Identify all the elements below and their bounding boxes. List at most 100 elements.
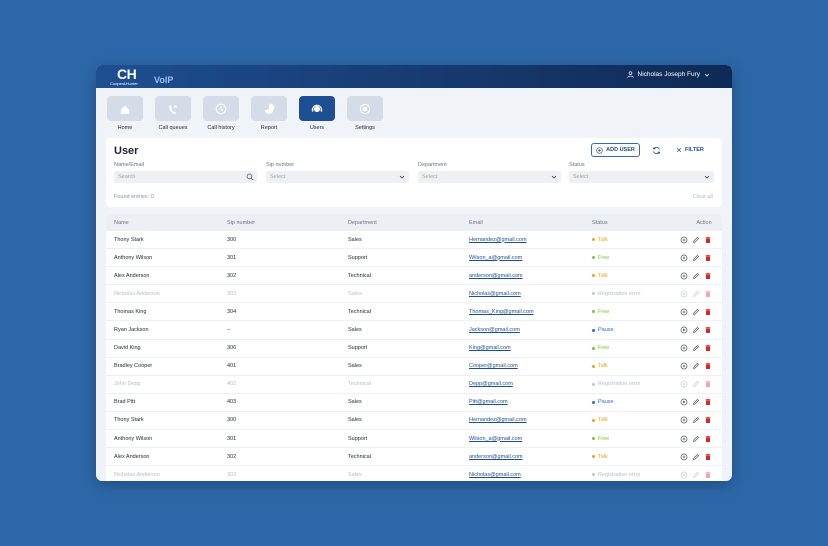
email-link[interactable]: anderson@gmail.com [469, 272, 523, 279]
user-menu[interactable]: Nicholas Joseph Fury [626, 71, 711, 78]
department-select[interactable]: Select [418, 171, 561, 183]
pause-icon[interactable] [680, 416, 688, 424]
nav-item-settings[interactable]: Settings [346, 96, 384, 138]
edit-icon[interactable] [692, 416, 700, 424]
pause-icon[interactable] [680, 272, 688, 280]
pause-icon[interactable] [680, 344, 688, 352]
status-text: Pause [598, 399, 614, 406]
pause-icon[interactable] [680, 254, 688, 262]
nav-tile[interactable] [347, 96, 383, 121]
sip-select[interactable]: Select [266, 171, 409, 183]
table-row[interactable]: Anthony Wilson 301 Support Wilson_a@gmail.c… [106, 249, 722, 268]
email-link[interactable]: Hernandez@gmail.com [469, 236, 527, 243]
table-row[interactable]: Thomas King 304 Technical Thomas_King@gmail… [106, 303, 722, 322]
delete-icon[interactable] [704, 453, 712, 461]
delete-icon[interactable] [704, 344, 712, 352]
nav-tile[interactable] [299, 96, 335, 121]
delete-icon[interactable] [704, 254, 712, 262]
refresh-button[interactable] [651, 145, 661, 155]
delete-icon[interactable] [704, 290, 712, 298]
email-link[interactable]: Nicholas@gmail.com [469, 290, 521, 297]
pause-icon[interactable] [680, 471, 688, 479]
delete-icon[interactable] [704, 326, 712, 334]
table-row[interactable]: Thony Stark 300 Sales Hernandez@gmail.com Ta… [106, 231, 722, 250]
table-row[interactable]: David King 306 Support King@gmail.com Free [106, 340, 722, 358]
email-link[interactable]: Nicholas@gmail.com [469, 471, 521, 478]
sip-cell: – [227, 327, 231, 334]
column-header-action: Action [696, 219, 712, 226]
edit-icon[interactable] [692, 236, 700, 244]
search-icon[interactable] [246, 173, 254, 181]
email-link[interactable]: King@gmail.com [469, 345, 511, 352]
nav-item-call-queues[interactable]: Call queues [154, 96, 192, 138]
email-link[interactable]: Jackson@gmail.com [469, 327, 520, 334]
edit-icon[interactable] [692, 254, 700, 262]
table-row[interactable]: Thony Stark 300 Sales Hernandez@gmail.com Ta… [106, 412, 722, 431]
table-row[interactable]: John Depp 402 Technical Depp@gmail.com Regis… [106, 376, 722, 394]
table-row[interactable]: Nicholas Anderson 303 Sales Nicholas@gmail.… [106, 466, 722, 481]
delete-icon[interactable] [704, 398, 712, 406]
column-header-name[interactable]: Name [114, 219, 129, 226]
nav-tile[interactable] [155, 96, 191, 121]
email-link[interactable]: Pitt@gmail.com [469, 399, 508, 406]
edit-icon[interactable] [692, 398, 700, 406]
column-header-email[interactable]: Email [469, 219, 483, 226]
nav-item-call-history[interactable]: Call history [202, 96, 240, 138]
play-icon[interactable] [680, 398, 688, 406]
table-row[interactable]: Nicholas Anderson 303 Sales Nicholas@gmail.… [106, 285, 722, 304]
name-email-input[interactable]: Search [114, 171, 257, 183]
email-link[interactable]: Cooper@gmail.com [469, 363, 518, 370]
pause-icon[interactable] [680, 308, 688, 316]
delete-icon[interactable] [704, 416, 712, 424]
filter-button[interactable]: FILTER [676, 143, 704, 157]
delete-icon[interactable] [704, 380, 712, 388]
column-header-department[interactable]: Department [348, 219, 377, 226]
edit-icon[interactable] [692, 308, 700, 316]
add-user-button[interactable]: ADD USER [591, 143, 640, 157]
edit-icon[interactable] [692, 272, 700, 280]
pause-icon[interactable] [680, 435, 688, 443]
nav-tile[interactable] [107, 96, 143, 121]
edit-icon[interactable] [692, 380, 700, 388]
table-row[interactable]: Ryan Jackson – Sales Jackson@gmail.com Pause [106, 321, 722, 340]
delete-icon[interactable] [704, 236, 712, 244]
edit-icon[interactable] [692, 453, 700, 461]
delete-icon[interactable] [704, 308, 712, 316]
delete-icon[interactable] [704, 435, 712, 443]
pause-icon[interactable] [680, 453, 688, 461]
email-link[interactable]: Hernandez@gmail.com [469, 417, 527, 424]
table-row[interactable]: Alex Anderson 302 Technical anderson@gmail.… [106, 267, 722, 286]
email-link[interactable]: Wilson_a@gmail.com [469, 435, 523, 442]
table-row[interactable]: Brad Pitt 403 Sales Pitt@gmail.com Pause [106, 394, 722, 412]
table-row[interactable]: Bradley Cooper 401 Sales Cooper@gmail.com Ta… [106, 358, 722, 376]
edit-icon[interactable] [692, 290, 700, 298]
nav-item-users[interactable]: Users [298, 96, 336, 138]
pause-icon[interactable] [680, 362, 688, 370]
edit-icon[interactable] [692, 326, 700, 334]
email-link[interactable]: Wilson_a@gmail.com [469, 254, 523, 261]
table-row[interactable]: Alex Anderson 302 Technical anderson@gmail.… [106, 448, 722, 467]
edit-icon[interactable] [692, 435, 700, 443]
email-link[interactable]: anderson@gmail.com [469, 453, 523, 460]
column-header-sip[interactable]: Sip number [227, 219, 256, 226]
delete-icon[interactable] [704, 362, 712, 370]
delete-icon[interactable] [704, 272, 712, 280]
email-link[interactable]: Depp@gmail.com [469, 381, 513, 388]
delete-icon[interactable] [704, 471, 712, 479]
clear-all-button[interactable]: Clear all [692, 194, 713, 200]
nav-item-report[interactable]: Report [250, 96, 288, 138]
table-row[interactable]: Anthony Wilson 301 Support Wilson_a@gmail.c… [106, 430, 722, 449]
nav-tile[interactable] [251, 96, 287, 121]
pause-icon[interactable] [680, 236, 688, 244]
nav-item-home[interactable]: Home [106, 96, 144, 138]
status-select[interactable]: Select [569, 171, 714, 183]
play-icon[interactable] [680, 326, 688, 334]
edit-icon[interactable] [692, 362, 700, 370]
nav-tile[interactable] [203, 96, 239, 121]
column-header-status[interactable]: Status [592, 219, 608, 226]
pause-icon[interactable] [680, 380, 688, 388]
pause-icon[interactable] [680, 290, 688, 298]
edit-icon[interactable] [692, 471, 700, 479]
email-link[interactable]: Thomas_King@gmail.com [469, 308, 534, 315]
edit-icon[interactable] [692, 344, 700, 352]
